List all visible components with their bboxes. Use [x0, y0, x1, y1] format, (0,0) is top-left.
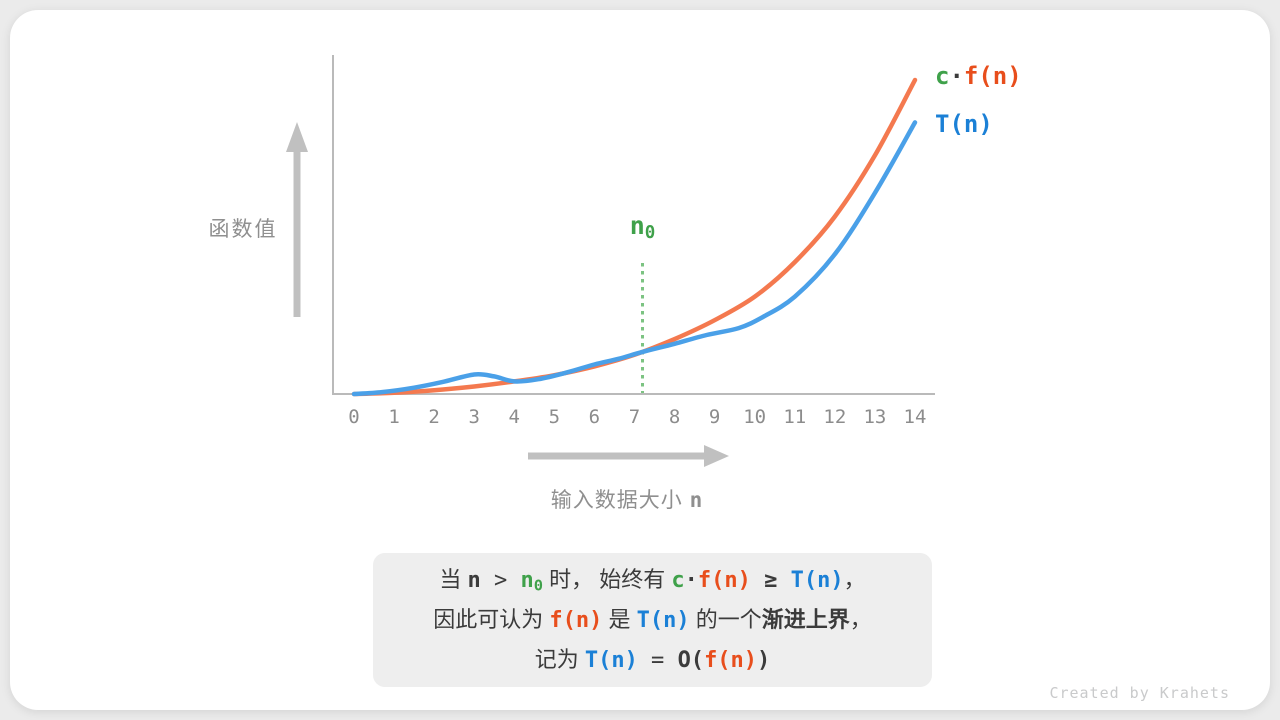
x-tick-label: 4	[508, 406, 520, 428]
x-tick-label: 9	[708, 406, 721, 428]
curve-tn	[351, 120, 918, 397]
caption-line-3: 记为 T(n) = O(f(n))	[534, 647, 771, 673]
x-tick-label: 13	[863, 406, 887, 428]
caption-box: 当 n > n0 时， 始终有 c·f(n) ≥ T(n)， 因此可认为 f(n…	[373, 553, 932, 687]
x-axis-ticks: 0 1 2 3 4 5 6 7 8 9 10 11 12 13 14	[10, 406, 1280, 430]
x-tick-label: 3	[468, 406, 480, 428]
x-tick-label: 7	[628, 406, 641, 428]
legend-tn-label: T(n)	[935, 110, 993, 138]
x-tick-label: 1	[388, 406, 400, 428]
x-tick-label: 10	[743, 406, 767, 428]
n0-annotation: n0	[629, 211, 656, 243]
credit-text: Created by Krahets	[1049, 684, 1230, 702]
caption-line-1: 当 n > n0 时， 始终有 c·f(n) ≥ T(n)，	[439, 567, 866, 595]
up-arrow-icon	[286, 122, 308, 317]
x-tick-label: 12	[823, 406, 847, 428]
figure-card: 函数值 0 1 2 3 4 5 6 7 8 9 10 11 12 13 14 n0 c·f(n) T(n) …	[10, 10, 1270, 710]
caption-line-2: 因此可认为 f(n) 是 T(n) 的一个渐进上界，	[433, 607, 872, 633]
x-tick-label: 0	[348, 406, 360, 428]
right-arrow-icon	[528, 445, 729, 467]
x-tick-label: 14	[903, 406, 927, 428]
chart-area	[286, 55, 935, 467]
x-tick-label: 6	[588, 406, 601, 428]
x-tick-label: 11	[783, 406, 807, 428]
y-axis-label: 函数值	[208, 218, 278, 241]
x-axis-label: 输入数据大小 n	[550, 488, 704, 512]
x-tick-label: 5	[548, 406, 561, 428]
x-tick-label: 8	[668, 406, 681, 428]
x-tick-label: 2	[428, 406, 440, 428]
legend-cfn-label: c·f(n)	[935, 62, 1022, 90]
